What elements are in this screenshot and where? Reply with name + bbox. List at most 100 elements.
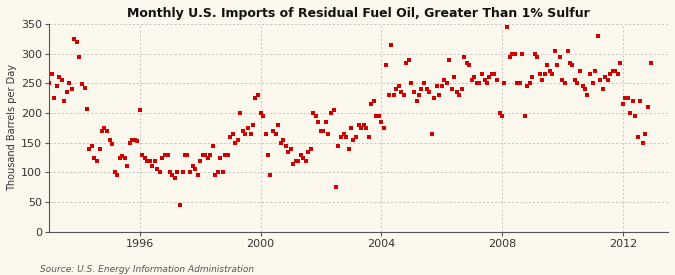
Point bbox=[547, 72, 558, 77]
Point bbox=[51, 84, 62, 89]
Point bbox=[627, 99, 638, 103]
Point bbox=[137, 152, 148, 157]
Point bbox=[418, 81, 429, 86]
Point bbox=[479, 78, 490, 82]
Point bbox=[595, 78, 605, 82]
Point bbox=[481, 81, 492, 86]
Point bbox=[574, 69, 585, 74]
Point bbox=[202, 155, 213, 160]
Point bbox=[235, 111, 246, 115]
Point bbox=[64, 81, 75, 86]
Point bbox=[217, 170, 228, 175]
Point bbox=[429, 96, 439, 100]
Point bbox=[454, 93, 464, 97]
Point bbox=[539, 72, 550, 77]
Point bbox=[333, 144, 344, 148]
Point bbox=[288, 161, 298, 166]
Point bbox=[258, 114, 269, 118]
Point bbox=[529, 51, 540, 56]
Point bbox=[366, 102, 377, 106]
Point bbox=[549, 48, 560, 53]
Point bbox=[341, 134, 352, 139]
Point bbox=[280, 144, 291, 148]
Point bbox=[263, 152, 273, 157]
Point bbox=[373, 114, 384, 118]
Point bbox=[255, 111, 266, 115]
Point bbox=[371, 114, 381, 118]
Point bbox=[456, 87, 467, 92]
Point bbox=[414, 93, 425, 97]
Point bbox=[159, 152, 170, 157]
Point bbox=[600, 75, 611, 79]
Point bbox=[522, 84, 533, 89]
Point bbox=[200, 152, 211, 157]
Point bbox=[602, 78, 613, 82]
Point bbox=[494, 111, 505, 115]
Point bbox=[230, 141, 241, 145]
Point bbox=[572, 81, 583, 86]
Point bbox=[44, 81, 55, 86]
Point bbox=[608, 69, 618, 74]
Point bbox=[542, 63, 553, 68]
Point bbox=[497, 114, 508, 118]
Point bbox=[363, 134, 374, 139]
Point bbox=[391, 87, 402, 92]
Point bbox=[452, 90, 462, 94]
Point bbox=[416, 87, 427, 92]
Point bbox=[97, 129, 107, 133]
Point bbox=[175, 203, 186, 207]
Point bbox=[404, 57, 414, 62]
Point bbox=[167, 173, 178, 178]
Point bbox=[119, 155, 130, 160]
Point bbox=[589, 69, 600, 74]
Point bbox=[232, 138, 243, 142]
Point bbox=[308, 111, 319, 115]
Point bbox=[335, 134, 346, 139]
Point bbox=[74, 54, 85, 59]
Point bbox=[512, 81, 522, 86]
Point bbox=[49, 96, 59, 100]
Point bbox=[318, 129, 329, 133]
Point bbox=[376, 120, 387, 124]
Point bbox=[484, 75, 495, 79]
Point bbox=[134, 108, 145, 112]
Point bbox=[582, 93, 593, 97]
Point bbox=[104, 138, 115, 142]
Point bbox=[489, 72, 500, 77]
Point bbox=[72, 40, 82, 44]
Point bbox=[394, 84, 404, 89]
Point bbox=[205, 152, 215, 157]
Point bbox=[570, 78, 580, 82]
Point bbox=[396, 90, 407, 94]
Point bbox=[111, 173, 122, 178]
Point bbox=[89, 155, 100, 160]
Point bbox=[210, 173, 221, 178]
Point bbox=[562, 48, 573, 53]
Point bbox=[84, 147, 95, 151]
Point bbox=[190, 167, 200, 172]
Point bbox=[250, 96, 261, 100]
Point bbox=[242, 126, 253, 130]
Point bbox=[268, 129, 279, 133]
Point bbox=[207, 144, 218, 148]
Point bbox=[273, 123, 284, 127]
Point bbox=[431, 84, 442, 89]
Point bbox=[434, 93, 445, 97]
Point bbox=[92, 158, 103, 163]
Point bbox=[142, 158, 153, 163]
Point bbox=[635, 99, 646, 103]
Point bbox=[369, 99, 379, 103]
Point bbox=[401, 60, 412, 65]
Point bbox=[69, 37, 80, 41]
Point bbox=[310, 114, 321, 118]
Point bbox=[436, 84, 447, 89]
Point bbox=[552, 63, 563, 68]
Point bbox=[127, 138, 138, 142]
Point bbox=[517, 51, 528, 56]
Point bbox=[194, 158, 205, 163]
Point bbox=[398, 93, 409, 97]
Point bbox=[295, 152, 306, 157]
Point bbox=[303, 149, 314, 154]
Point bbox=[597, 87, 608, 92]
Point bbox=[351, 134, 362, 139]
